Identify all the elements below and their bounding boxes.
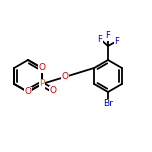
Text: O: O [38, 64, 45, 73]
Text: O: O [24, 88, 31, 97]
Text: F: F [115, 36, 119, 45]
Text: O: O [62, 72, 69, 81]
Text: P: P [39, 79, 45, 88]
Text: F: F [98, 35, 102, 43]
Text: Br: Br [103, 100, 113, 109]
Text: F: F [105, 31, 111, 40]
Text: O: O [50, 86, 57, 95]
